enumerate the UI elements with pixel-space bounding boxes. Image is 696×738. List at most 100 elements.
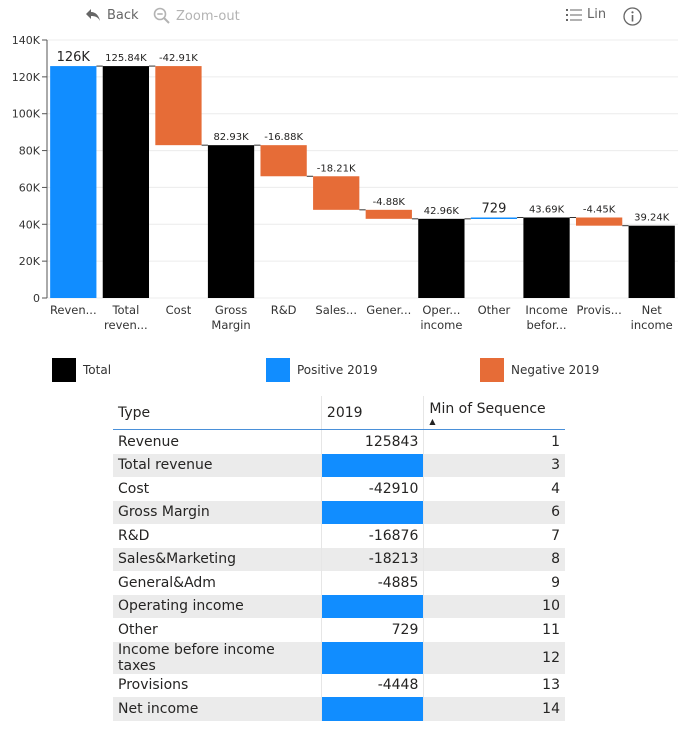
table-cell-type: Provisions <box>118 677 189 694</box>
x-tick-label: Reven... <box>50 303 97 317</box>
waterfall-bar <box>418 218 465 298</box>
data-label: 39.24K <box>634 213 670 224</box>
data-label: -42.91K <box>159 53 198 64</box>
y-tick-label: 80K <box>19 145 41 158</box>
table-cell-seq: 12 <box>423 641 565 674</box>
table-row: Revenue 125843 1 <box>113 429 565 454</box>
x-tick-label: income <box>631 318 673 332</box>
table-cell-value: -4448 <box>320 673 424 697</box>
table-cell-seq: 8 <box>423 547 565 571</box>
x-tick-label: income <box>420 318 462 332</box>
x-tick-label: Sales... <box>315 303 357 317</box>
table-row: Other 729 11 <box>113 618 565 642</box>
x-tick-label: Margin <box>211 318 250 332</box>
legend-swatch-total <box>52 358 76 382</box>
table-header-row: Type 2019 Min of Sequence ▲ <box>113 396 565 430</box>
x-tick-label: reven... <box>104 318 148 332</box>
table-cell-type: R&D <box>118 527 150 544</box>
chart-toolbar: Back Zoom-out Lin <box>0 0 696 32</box>
zoom-out-icon <box>153 7 170 24</box>
table-cell-value: -16876 <box>320 524 424 548</box>
waterfall-bar <box>365 209 412 219</box>
x-tick-label: Gener... <box>366 303 411 317</box>
data-label: 126K <box>57 50 91 65</box>
table-row: Provisions -4448 13 <box>113 673 565 697</box>
legend-item-negative: Negative 2019 <box>480 357 599 383</box>
legend-label-total: Total <box>83 363 112 377</box>
table-cell-type: Sales&Marketing <box>113 547 322 571</box>
table-cell-seq: 3 <box>423 453 565 477</box>
table-row: Income before income taxes 12 <box>113 641 565 674</box>
x-tick-label: Provis... <box>577 303 622 317</box>
waterfall-bar <box>575 217 623 226</box>
x-tick-label: Total <box>111 303 139 317</box>
table-row: Gross Margin 6 <box>113 500 565 524</box>
column-header-min-of-sequence[interactable]: Min of Sequence ▲ <box>423 396 565 430</box>
table-row: Cost -42910 4 <box>113 477 565 501</box>
waterfall-bar <box>470 217 518 219</box>
y-tick-label: 100K <box>12 108 41 121</box>
table-cell-seq: 7 <box>423 524 565 548</box>
y-tick-label: 140K <box>12 34 41 47</box>
table-row: Net income 14 <box>113 697 565 721</box>
data-label: 125.84K <box>105 53 147 64</box>
table-cell-value: 729 <box>320 618 424 642</box>
table-cell-value <box>320 697 424 721</box>
table-cell-seq: 1 <box>423 429 565 454</box>
scale-toggle-button[interactable]: Lin <box>566 7 606 22</box>
legend-label-positive: Positive 2019 <box>297 363 378 377</box>
column-header-type[interactable]: Type <box>113 396 322 430</box>
sort-ascending-icon[interactable]: ▲ <box>429 416 436 426</box>
x-tick-label: Gross <box>215 303 247 317</box>
table-cell-value: -18213 <box>320 547 424 571</box>
table-cell-value <box>320 641 424 674</box>
table-row: Operating income 10 <box>113 594 565 618</box>
back-button[interactable]: Back <box>84 7 139 23</box>
column-header-2019[interactable]: 2019 <box>320 396 424 430</box>
x-tick-label: R&D <box>271 303 297 317</box>
table-cell-value: -42910 <box>320 477 424 501</box>
x-tick-label: Oper... <box>422 303 460 317</box>
waterfall-bar <box>260 145 307 177</box>
table-cell-value <box>320 500 424 524</box>
x-tick-label: Income <box>525 303 567 317</box>
table-cell-seq: 4 <box>423 477 565 501</box>
info-button[interactable] <box>623 7 642 26</box>
data-label: 729 <box>482 201 507 216</box>
data-label: 82.93K <box>213 132 249 143</box>
legend-item-positive: Positive 2019 <box>266 357 378 383</box>
y-tick-label: 120K <box>12 71 41 84</box>
table-cell-seq: 6 <box>423 500 565 524</box>
info-icon <box>623 7 642 26</box>
table-cell-type: Gross Margin <box>113 500 322 524</box>
back-arrow-icon <box>86 9 100 21</box>
table-cell-type: Total revenue <box>113 453 322 477</box>
data-label: 42.96K <box>424 206 460 217</box>
waterfall-bar <box>207 145 255 298</box>
data-label: -18.21K <box>317 163 356 174</box>
y-tick-label: 0 <box>33 292 40 305</box>
back-label: Back <box>107 7 139 23</box>
scale-label: Lin <box>587 7 607 22</box>
table-cell-type: Other <box>118 621 158 638</box>
table-cell-seq: 13 <box>423 673 565 697</box>
waterfall-bar <box>102 66 150 298</box>
table-row: Sales&Marketing -18213 8 <box>113 547 565 571</box>
data-label: -4.88K <box>373 197 406 208</box>
waterfall-bar <box>155 66 202 146</box>
table-cell-seq: 11 <box>423 618 565 642</box>
table-cell-type: General&Adm <box>118 574 216 591</box>
table-cell-value: 125843 <box>320 429 424 454</box>
legend-swatch-positive <box>266 358 290 382</box>
zoom-out-label: Zoom-out <box>176 8 240 24</box>
table-row: R&D -16876 7 <box>113 524 565 548</box>
zoom-out-button[interactable]: Zoom-out <box>153 7 240 25</box>
waterfall-bar <box>628 225 675 298</box>
legend-label-negative: Negative 2019 <box>511 363 600 377</box>
table-row: General&Adm -4885 9 <box>113 571 565 595</box>
legend-item-total: Total <box>52 357 111 383</box>
legend-swatch-negative <box>480 358 504 382</box>
data-table: Type 2019 Min of Sequence ▲ Revenue 12584… <box>113 396 565 721</box>
y-tick-label: 40K <box>19 218 41 231</box>
waterfall-bar <box>313 176 360 210</box>
